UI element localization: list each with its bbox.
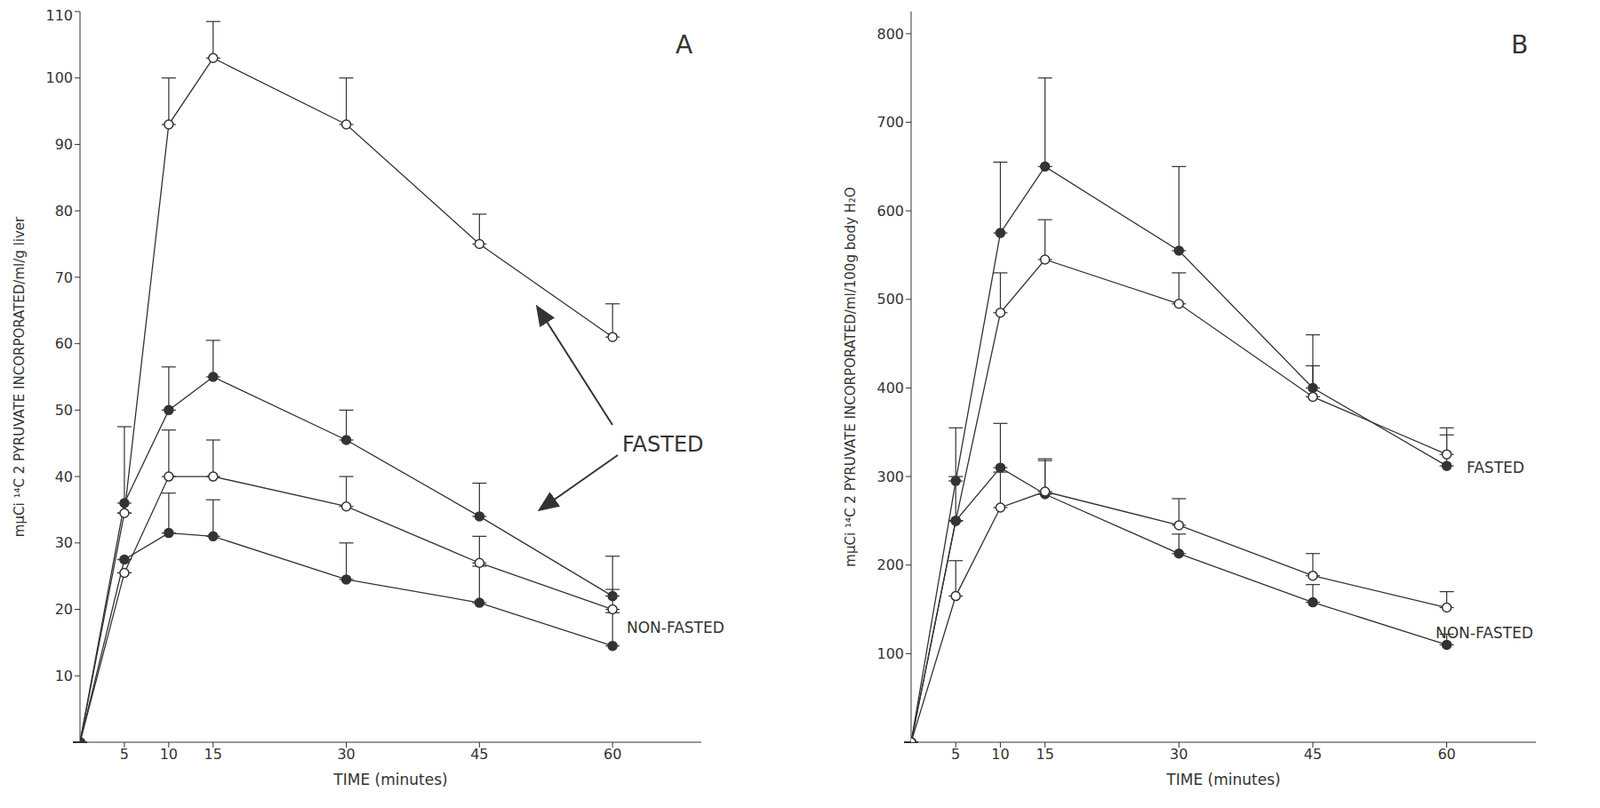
html-text:FASTED: FASTED: [622, 432, 704, 457]
svg-text:45: 45: [1304, 745, 1322, 763]
svg-text:800: 800: [876, 25, 904, 43]
svg-text:10: 10: [991, 745, 1009, 763]
svg-text:700: 700: [876, 113, 904, 131]
svg-text:15: 15: [1035, 745, 1054, 763]
svg-text:20: 20: [55, 600, 73, 618]
html-text:NON-FASTED: NON-FASTED: [626, 618, 725, 637]
svg-text:70: 70: [55, 269, 73, 287]
svg-text:60: 60: [603, 745, 622, 763]
svg-text:30: 30: [55, 534, 73, 552]
svg-text:90: 90: [55, 136, 73, 153]
svg-text:100: 100: [876, 645, 904, 663]
svg-text:600: 600: [876, 202, 904, 220]
svg-text:10: 10: [160, 745, 178, 763]
svg-text:mμCi ¹⁴C 2 PYRUVATE INCORPORAT: mμCi ¹⁴C 2 PYRUVATE INCORPORATED/ml/100g…: [842, 186, 859, 567]
svg-text:30: 30: [336, 745, 355, 763]
svg-text:100: 100: [45, 69, 73, 87]
html-text:A: A: [675, 30, 693, 60]
svg-text:80: 80: [55, 202, 73, 220]
svg-text:500: 500: [876, 290, 904, 308]
svg-text:TIME (minutes): TIME (minutes): [332, 770, 448, 789]
svg-text:60: 60: [55, 335, 73, 352]
svg-text:300: 300: [876, 468, 904, 486]
svg-text:5: 5: [120, 745, 129, 763]
svg-text:110: 110: [45, 7, 73, 24]
html-text:B: B: [1511, 30, 1529, 60]
html-text:FASTED: FASTED: [1466, 458, 1525, 477]
svg-text:40: 40: [55, 468, 73, 486]
svg-text:45: 45: [470, 745, 488, 763]
svg-text:15: 15: [204, 745, 223, 763]
svg-text:mμCi ¹⁴C 2 PYRUVATE INCORPORAT: mμCi ¹⁴C 2 PYRUVATE INCORPORATED/ml/g li…: [11, 216, 28, 537]
svg-text:10: 10: [55, 667, 73, 685]
svg-text:200: 200: [876, 556, 904, 574]
svg-text:60: 60: [1437, 745, 1456, 763]
svg-text:30: 30: [1169, 745, 1188, 763]
html-text:NON-FASTED: NON-FASTED: [1435, 624, 1534, 642]
svg-text:400: 400: [876, 379, 904, 397]
svg-text:50: 50: [55, 401, 73, 419]
svg-text:TIME (minutes): TIME (minutes): [1165, 770, 1280, 789]
svg-text:5: 5: [951, 745, 960, 763]
